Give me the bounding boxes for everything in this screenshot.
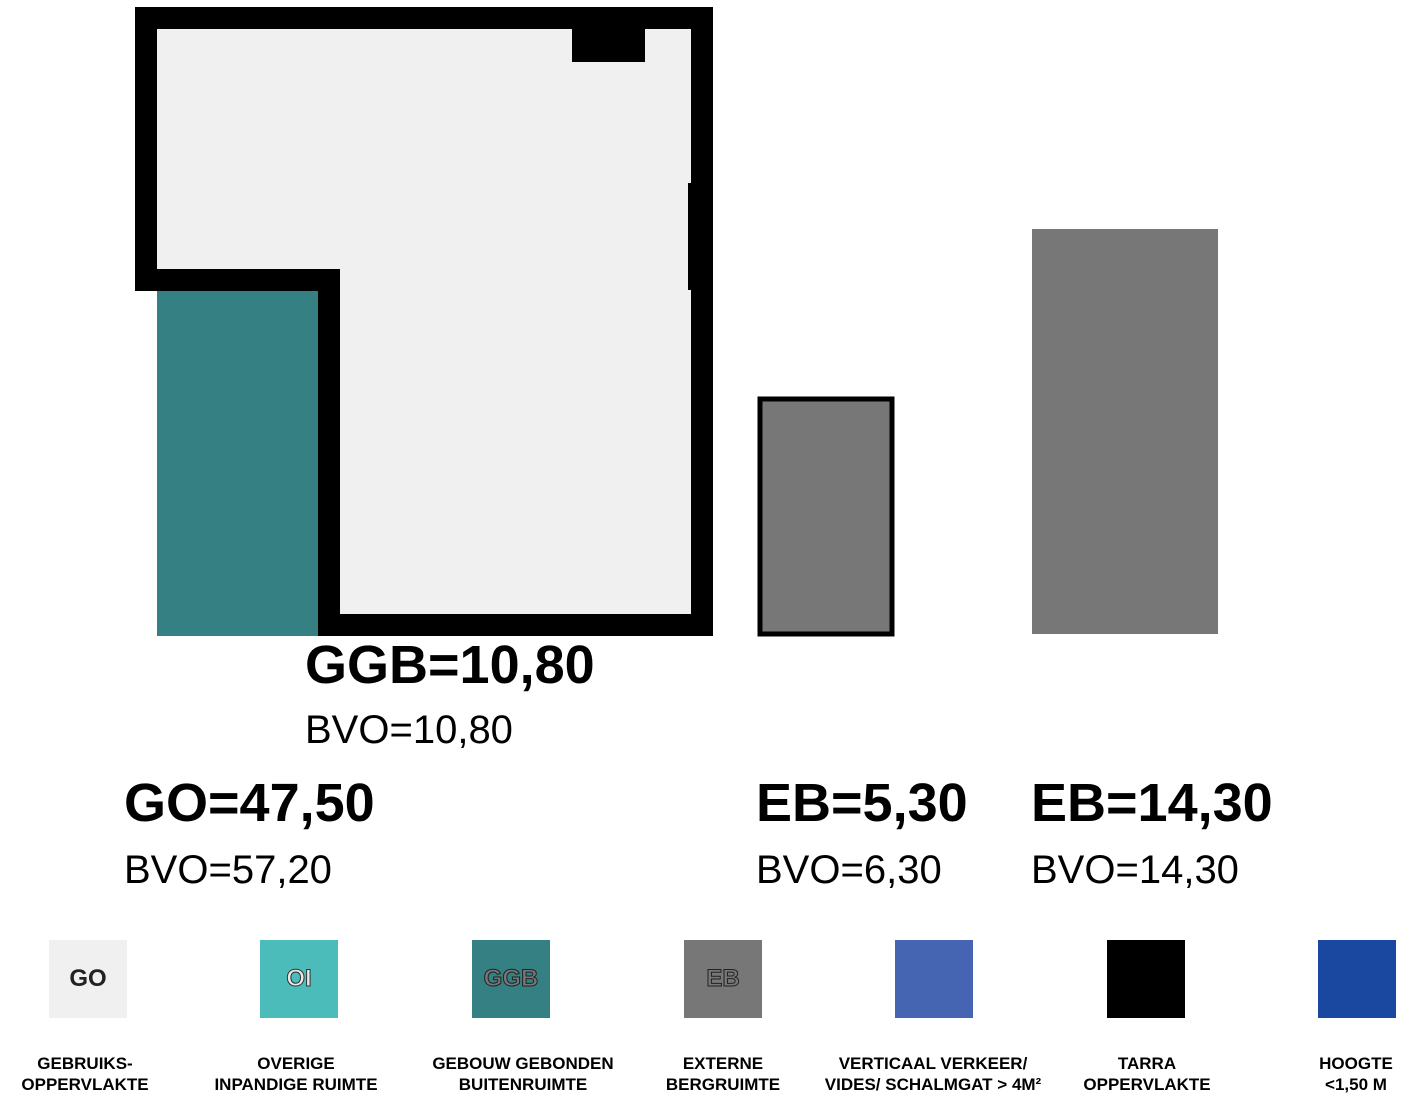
legend-label-go-line2: OPPERVLAKTE xyxy=(21,1075,149,1094)
go-title: GO=47,50 xyxy=(124,773,375,833)
go-area xyxy=(146,18,702,625)
legend-label-hoogte: HOOGTE <1,50 M xyxy=(1236,1053,1402,1095)
go-bvo: BVO=57,20 xyxy=(124,848,332,892)
legend-label-vv: VERTICAAL VERKEER/ VIDES/ SCHALMGAT > 4M… xyxy=(813,1053,1053,1095)
wall-outline xyxy=(135,7,713,636)
legend-label-oi: OVERIGE INPANDIGE RUIMTE xyxy=(176,1053,416,1095)
legend-label-eb-line1: EXTERNE xyxy=(682,1054,764,1073)
legend-swatch-tarra xyxy=(1107,940,1185,1018)
tarra-column xyxy=(572,24,645,62)
legend-swatch-go: GO xyxy=(49,940,127,1018)
legend-label-ggb-line2: BUITENRUIMTE xyxy=(458,1075,588,1094)
legend-label-eb-line2: BERGRUIMTE xyxy=(665,1075,781,1094)
legend-label-oi-line1: OVERIGE xyxy=(257,1054,335,1073)
legend-label-tarra-line2: OPPERVLAKTE xyxy=(1083,1075,1211,1094)
legend-swatch-ggb: GGB xyxy=(472,940,550,1018)
legend-label-ggb: GEBOUW GEBONDEN BUITENRUIMTE xyxy=(403,1053,643,1095)
legend-swatch-eb: EB xyxy=(684,940,762,1018)
legend-label-go-line1: GEBRUIKS- xyxy=(37,1054,133,1073)
legend-label-oi-line2: INPANDIGE RUIMTE xyxy=(214,1075,378,1094)
legend-label-vv-line2: VIDES/ SCHALMGAT > 4M² xyxy=(824,1075,1042,1094)
legend-label-tarra-line1: TARRA xyxy=(1117,1054,1177,1073)
legend-swatch-oi: OI xyxy=(260,940,338,1018)
eb2-area xyxy=(1032,229,1218,634)
legend-swatch-hoogte xyxy=(1318,940,1396,1018)
wall-notch xyxy=(688,183,696,290)
eb2-bvo: BVO=14,30 xyxy=(1031,848,1239,892)
legend-code-ggb: GGB xyxy=(483,965,539,993)
legend-label-eb: EXTERNE BERGRUIMTE xyxy=(603,1053,843,1095)
ggb-area xyxy=(157,288,325,636)
legend-label-go: GEBRUIKS- OPPERVLAKTE xyxy=(0,1053,205,1095)
legend-label-vv-line1: VERTICAAL VERKEER/ xyxy=(838,1054,1028,1073)
eb1-title: EB=5,30 xyxy=(756,773,968,833)
legend-code-eb: EB xyxy=(706,965,740,993)
ggb-bvo: BVO=10,80 xyxy=(305,708,513,752)
legend-label-tarra: TARRA OPPERVLAKTE xyxy=(1027,1053,1267,1095)
eb2-title: EB=14,30 xyxy=(1031,773,1273,833)
legend-code-go: GO xyxy=(69,965,107,992)
eb1-area xyxy=(757,396,895,637)
legend-code-oi: OI xyxy=(286,965,312,993)
eb1-bvo: BVO=6,30 xyxy=(756,848,942,892)
legend-label-ggb-line1: GEBOUW GEBONDEN xyxy=(432,1054,614,1073)
floor-plan xyxy=(135,7,1218,637)
ggb-title: GGB=10,80 xyxy=(305,635,595,695)
legend-label-hoogte-line2: <1,50 M xyxy=(1325,1075,1387,1094)
legend-label-hoogte-line1: HOOGTE xyxy=(1319,1054,1393,1073)
legend-swatch-vv xyxy=(895,940,973,1018)
